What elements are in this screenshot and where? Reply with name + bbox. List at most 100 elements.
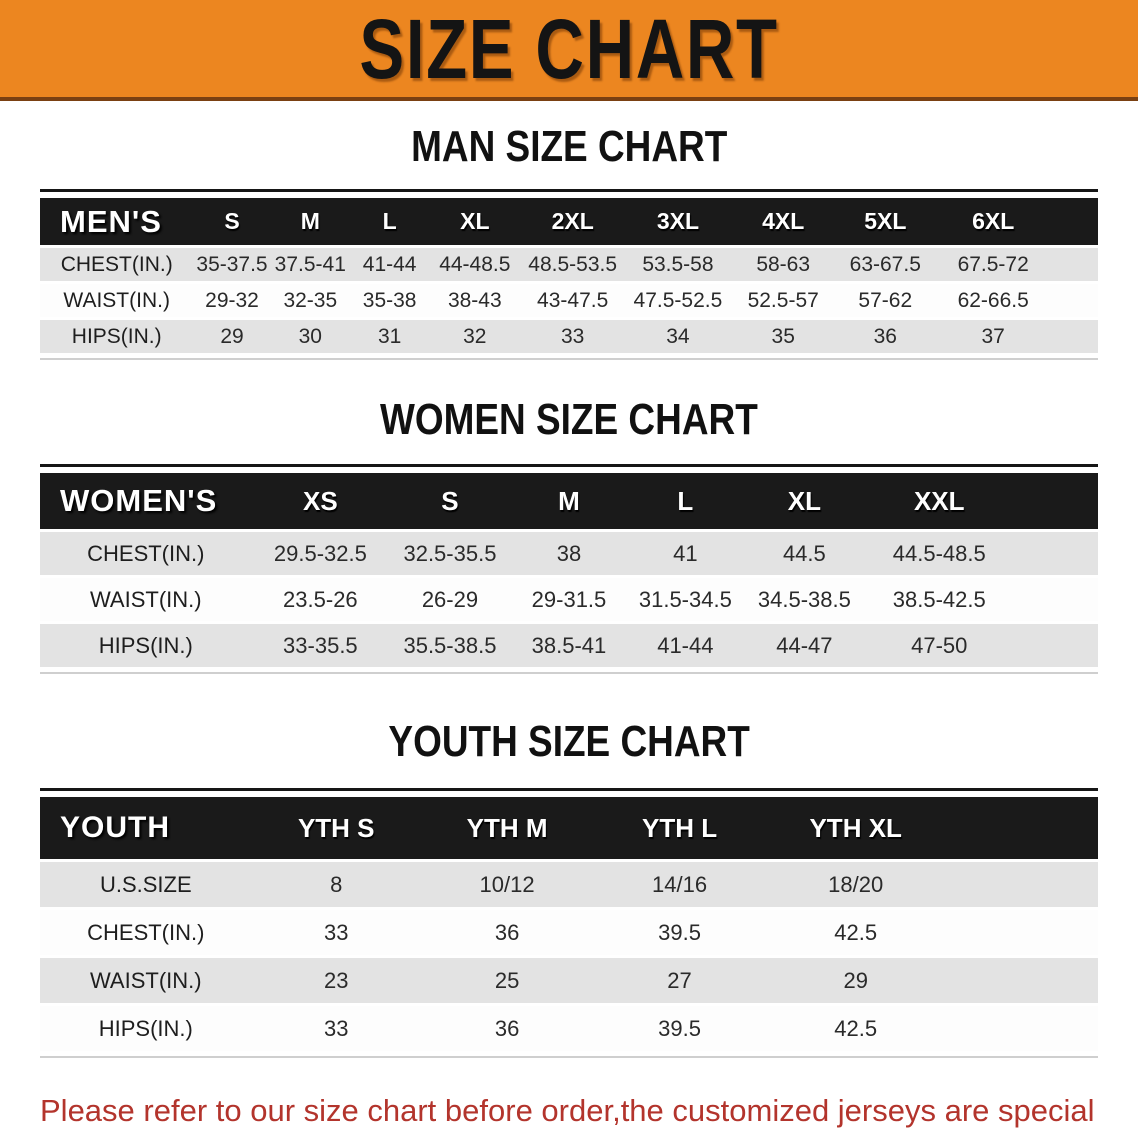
size-col-header: L	[349, 198, 430, 245]
size-cell: 35-37.5	[193, 248, 271, 281]
row-spacer	[1051, 284, 1098, 317]
size-cell: 39.5	[593, 910, 766, 955]
row-spacer	[1013, 532, 1098, 575]
corner-label: MEN'S	[40, 198, 194, 245]
row-label: WAIST(IN.)	[40, 578, 252, 621]
size-col-header: YTH S	[251, 797, 421, 859]
row-spacer	[945, 862, 1098, 907]
size-cell: 36	[835, 320, 935, 353]
size-header-row: MEN'S S M L XL 2XL 3XL 4XL 5XL 6XL	[40, 198, 1098, 245]
size-col-header: XXL	[865, 473, 1014, 529]
row-label: HIPS(IN.)	[40, 1006, 252, 1051]
size-cell: 43-47.5	[520, 284, 626, 317]
size-col-header: 5XL	[835, 198, 935, 245]
table-row: HIPS(IN.) 29 30 31 32 33 34 35 36 37	[40, 320, 1098, 353]
row-spacer	[1013, 578, 1098, 621]
row-label: CHEST(IN.)	[40, 248, 194, 281]
table-row: WAIST(IN.) 29-32 32-35 35-38 38-43 43-47.5 47.…	[40, 284, 1098, 317]
women-section: WOMEN SIZE CHART WOMEN'S XS S M L XL XXL CHEST(…	[0, 398, 1138, 674]
size-cell: 29	[765, 958, 946, 1003]
size-cell: 31.5-34.5	[627, 578, 744, 621]
size-cell: 33	[251, 910, 421, 955]
size-cell: 29-31.5	[510, 578, 628, 621]
banner-title: SIZE CHART	[359, 1, 779, 96]
size-cell: 39.5	[593, 1006, 766, 1051]
size-cell: 63-67.5	[835, 248, 935, 281]
size-cell: 38.5-41	[510, 624, 628, 667]
row-label: CHEST(IN.)	[40, 910, 252, 955]
table-row: CHEST(IN.) 29.5-32.5 32.5-35.5 38 41 44.5 44.5…	[40, 532, 1098, 575]
size-cell: 36	[420, 910, 594, 955]
size-cell: 32-35	[270, 284, 350, 317]
size-cell: 30	[270, 320, 350, 353]
size-cell: 14/16	[593, 862, 766, 907]
size-cell: 25	[420, 958, 594, 1003]
size-col-header: 2XL	[520, 198, 626, 245]
size-cell: 32	[429, 320, 521, 353]
size-cell: 57-62	[835, 284, 935, 317]
row-spacer	[945, 958, 1098, 1003]
size-cell: 38	[510, 532, 628, 575]
women-size-table-wrap: WOMEN'S XS S M L XL XXL CHEST(IN.) 29.5-32.5 32.5…	[40, 464, 1098, 674]
table-row: CHEST(IN.) 35-37.5 37.5-41 41-44 44-48.5 48.5…	[40, 248, 1098, 281]
size-cell: 47-50	[865, 624, 1014, 667]
header-spacer	[1013, 473, 1098, 529]
size-cell: 36	[420, 1006, 594, 1051]
table-row: WAIST(IN.) 23.5-26 26-29 29-31.5 31.5-34.5 34…	[40, 578, 1098, 621]
youth-size-table: YOUTH YTH S YTH M YTH L YTH XL U.S.SIZE 8 10/12…	[40, 794, 1098, 1054]
size-cell: 42.5	[765, 910, 946, 955]
size-col-header: 4XL	[730, 198, 836, 245]
table-row: CHEST(IN.) 33 36 39.5 42.5	[40, 910, 1098, 955]
size-cell: 34.5-38.5	[743, 578, 866, 621]
size-col-header: 6XL	[935, 198, 1052, 245]
size-cell: 27	[593, 958, 766, 1003]
size-cell: 33-35.5	[251, 624, 390, 667]
youth-section-heading-text: YOUTH SIZE CHART	[388, 717, 750, 766]
size-cell: 44.5-48.5	[865, 532, 1014, 575]
men-size-table: MEN'S S M L XL 2XL 3XL 4XL 5XL 6XL CHEST(IN.) 35-37…	[40, 195, 1098, 356]
men-section: MAN SIZE CHART MEN'S S M L XL 2XL 3XL 4XL 5XL 6XL…	[0, 125, 1138, 360]
size-cell: 44-48.5	[429, 248, 521, 281]
women-section-heading: WOMEN SIZE CHART	[0, 398, 1138, 442]
header-spacer	[945, 797, 1098, 859]
size-cell: 41-44	[349, 248, 430, 281]
size-cell: 67.5-72	[935, 248, 1052, 281]
size-cell: 47.5-52.5	[625, 284, 731, 317]
size-cell: 37	[935, 320, 1052, 353]
size-cell: 26-29	[389, 578, 511, 621]
row-spacer	[1051, 320, 1098, 353]
size-cell: 41	[627, 532, 744, 575]
row-spacer	[945, 910, 1098, 955]
men-section-heading-text: MAN SIZE CHART	[410, 122, 728, 171]
table-row: HIPS(IN.) 33-35.5 35.5-38.5 38.5-41 41-44 44-…	[40, 624, 1098, 667]
corner-label: YOUTH	[40, 797, 252, 859]
size-cell: 48.5-53.5	[520, 248, 626, 281]
size-cell: 35	[730, 320, 836, 353]
size-cell: 53.5-58	[625, 248, 731, 281]
size-cell: 10/12	[420, 862, 594, 907]
size-cell: 29.5-32.5	[251, 532, 390, 575]
size-col-header: M	[270, 198, 350, 245]
row-label: WAIST(IN.)	[40, 284, 194, 317]
header-spacer	[1051, 198, 1098, 245]
table-row: HIPS(IN.) 33 36 39.5 42.5	[40, 1006, 1098, 1051]
size-cell: 41-44	[627, 624, 744, 667]
size-col-header: 3XL	[625, 198, 731, 245]
size-col-header: YTH M	[420, 797, 594, 859]
size-header-row: YOUTH YTH S YTH M YTH L YTH XL	[40, 797, 1098, 859]
size-cell: 38-43	[429, 284, 521, 317]
table-row: WAIST(IN.) 23 25 27 29	[40, 958, 1098, 1003]
youth-section: YOUTH SIZE CHART YOUTH YTH S YTH M YTH L YTH…	[0, 720, 1138, 1058]
size-col-header: YTH XL	[765, 797, 946, 859]
row-label: HIPS(IN.)	[40, 624, 252, 667]
size-col-header: S	[193, 198, 271, 245]
size-cell: 37.5-41	[270, 248, 350, 281]
size-cell: 35.5-38.5	[389, 624, 511, 667]
men-section-heading: MAN SIZE CHART	[0, 125, 1138, 169]
size-col-header: S	[389, 473, 511, 529]
size-cell: 44-47	[743, 624, 866, 667]
row-spacer	[1051, 248, 1098, 281]
size-header-row: WOMEN'S XS S M L XL XXL	[40, 473, 1098, 529]
size-cell: 35-38	[349, 284, 430, 317]
size-col-header: XS	[251, 473, 390, 529]
